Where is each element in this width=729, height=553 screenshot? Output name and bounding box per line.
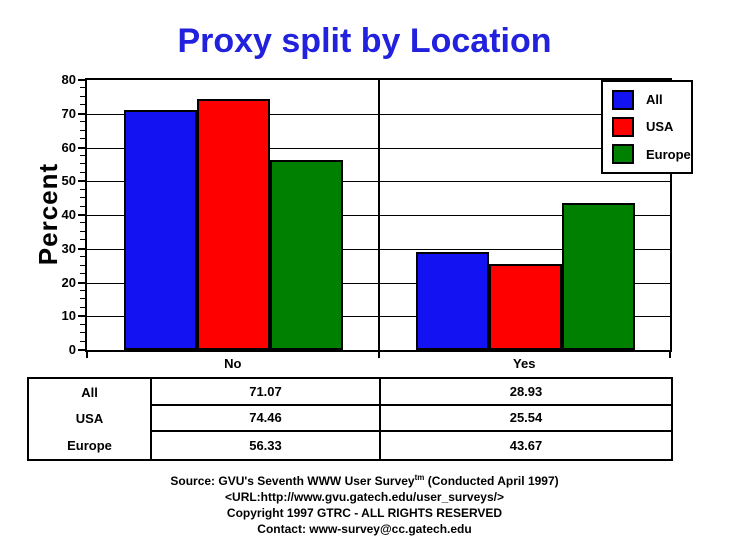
table-row-label: Europe — [29, 432, 152, 459]
source-text: Source: GVU's Seventh WWW User Survey — [170, 474, 415, 488]
category-divider — [377, 80, 380, 350]
y-minor-tick — [80, 340, 85, 342]
legend-item-usa: USA — [612, 116, 691, 137]
y-minor-tick — [80, 306, 85, 308]
y-minor-tick — [80, 323, 85, 325]
y-minor-tick — [80, 256, 85, 258]
y-tick-label: 10 — [61, 308, 76, 324]
y-major-tick — [78, 281, 87, 284]
y-tick-label: 80 — [61, 72, 76, 87]
table-cell-no: 71.07 — [152, 379, 381, 406]
footer: Source: GVU's Seventh WWW User Surveytm … — [0, 470, 729, 537]
y-minor-tick — [80, 197, 85, 199]
x-tick-label-no: No — [224, 356, 242, 371]
y-minor-tick — [80, 188, 85, 190]
bar-all-yes — [416, 252, 489, 350]
source-date: (Conducted April 1997) — [424, 474, 559, 488]
y-minor-tick — [80, 104, 85, 106]
bar-europe-yes — [562, 203, 635, 350]
y-minor-tick — [80, 95, 85, 97]
legend-swatch-europe — [612, 144, 634, 165]
legend: All USA Europe — [601, 80, 693, 174]
legend-label: USA — [646, 119, 674, 135]
y-minor-tick — [80, 222, 85, 224]
y-minor-tick — [80, 239, 85, 241]
legend-label: Europe — [646, 146, 691, 162]
y-major-tick — [78, 146, 87, 149]
source-line: Source: GVU's Seventh WWW User Surveytm … — [0, 470, 729, 489]
x-axis-tick — [377, 352, 380, 358]
y-tick-label: 0 — [68, 342, 76, 357]
x-axis-tick — [669, 352, 671, 358]
y-minor-tick — [80, 87, 85, 89]
bar-all-no — [124, 110, 197, 350]
y-minor-tick — [80, 138, 85, 140]
x-axis-tick — [86, 352, 88, 358]
bar-europe-no — [270, 160, 343, 350]
legend-item-all: All — [612, 89, 691, 110]
y-major-tick — [78, 247, 87, 250]
y-minor-tick — [80, 163, 85, 165]
y-minor-tick — [80, 205, 85, 207]
y-minor-tick — [80, 171, 85, 173]
plot-area — [78, 78, 672, 352]
bar-usa-yes — [489, 264, 562, 350]
table-row-label: All — [29, 379, 152, 406]
url-line: <URL:http://www.gvu.gatech.edu/user_surv… — [225, 490, 504, 504]
y-minor-tick — [80, 298, 85, 300]
x-tick-label-yes: Yes — [513, 356, 536, 371]
y-tick-label: 30 — [61, 240, 76, 256]
table-cell-no: 56.33 — [152, 432, 381, 459]
y-tick-label: 60 — [61, 139, 76, 155]
y-minor-tick — [80, 273, 85, 275]
y-major-tick — [78, 180, 87, 183]
y-minor-tick — [80, 129, 85, 131]
y-major-tick — [78, 79, 87, 81]
y-minor-tick — [80, 289, 85, 291]
legend-label: All — [646, 92, 663, 108]
y-tick-label: 20 — [61, 274, 76, 290]
y-major-tick — [78, 349, 87, 351]
y-tick-label: 40 — [61, 207, 76, 222]
y-minor-tick — [80, 230, 85, 232]
y-tick-label: 50 — [61, 173, 76, 189]
legend-swatch-all — [612, 89, 634, 110]
table-cell-yes: 28.93 — [381, 379, 671, 406]
table-cell-yes: 25.54 — [381, 406, 671, 433]
chart-title: Proxy split by Location — [177, 22, 552, 60]
y-tick-label: 70 — [61, 105, 76, 121]
y-minor-tick — [80, 332, 85, 334]
y-major-tick — [78, 112, 87, 115]
copyright-line: Copyright 1997 GTRC - ALL RIGHTS RESERVE… — [226, 506, 503, 520]
y-minor-tick — [80, 154, 85, 156]
legend-swatch-usa — [612, 116, 634, 137]
y-minor-tick — [80, 121, 85, 123]
data-table: All 71.07 28.93 USA 74.46 25.54 Europe 56.33 43.… — [27, 377, 673, 461]
table-cell-yes: 43.67 — [509, 438, 543, 454]
y-major-tick — [78, 214, 87, 216]
legend-item-europe: Europe — [612, 144, 691, 165]
trademark-superscript: tm — [414, 473, 425, 482]
contact-line: Contact: www-survey@cc.gatech.edu — [257, 522, 472, 536]
y-minor-tick — [80, 264, 85, 266]
y-major-tick — [78, 315, 87, 318]
table-cell-no: 74.46 — [152, 405, 381, 433]
bar-usa-no — [197, 99, 270, 350]
table-row-label: USA — [29, 405, 152, 433]
